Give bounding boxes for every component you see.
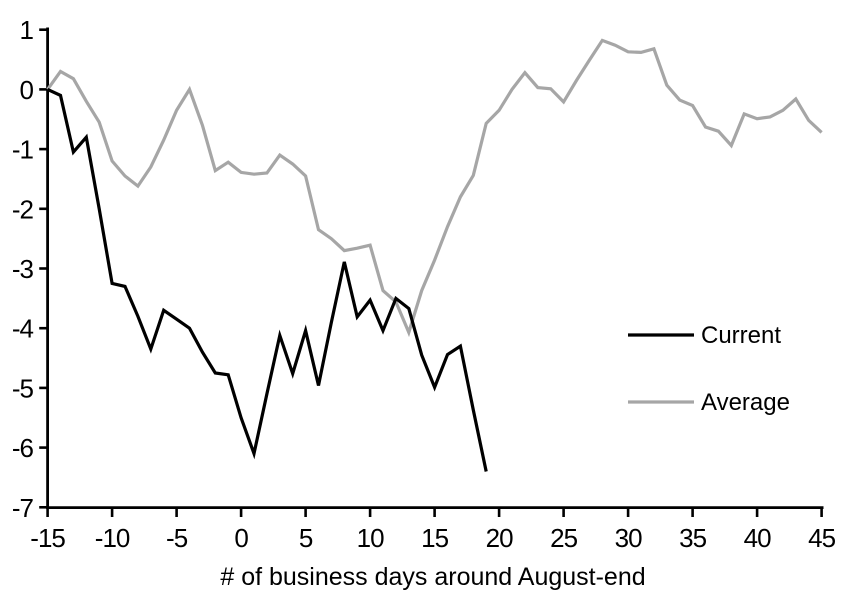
x-tick-label: -15 [30,523,65,553]
y-tick-label: -7 [12,493,34,523]
x-axis-tick-labels: -15 -10 -5 0 5 10 15 20 25 30 35 40 45 [30,523,836,553]
x-tick-label: 15 [421,523,448,553]
y-tick-label: -3 [12,254,34,284]
y-tick-label: -1 [12,135,34,165]
legend-label-average: Average [701,389,790,416]
x-axis-ticks [46,507,823,517]
legend-label-current: Current [701,322,781,349]
x-tick-label: 40 [744,523,771,553]
y-tick-label: 0 [20,75,34,105]
y-tick-label: -4 [12,314,34,344]
y-axis-ticks [39,28,48,509]
x-tick-label: 5 [299,523,313,553]
x-tick-label: 0 [234,523,248,553]
y-tick-label: -2 [12,194,34,224]
average-series-line [46,38,823,338]
x-tick-label: 35 [679,523,706,553]
x-tick-label: -10 [95,523,130,553]
x-tick-label: 20 [486,523,513,553]
y-tick-label: 1 [20,15,34,45]
y-tick-label: -5 [12,373,34,403]
y-axis-tick-labels: 1 0 -1 -2 -3 -4 -5 -6 -7 [12,15,35,523]
current-series-line [46,87,488,472]
x-tick-label: -5 [166,523,188,553]
chart-legend: Current Average [628,322,790,416]
x-tick-label: 30 [615,523,642,553]
x-tick-label: 10 [357,523,384,553]
x-tick-label: 45 [808,523,835,553]
x-axis-title: # of business days around August-end [220,563,645,591]
x-tick-label: 25 [550,523,577,553]
y-tick-label: -6 [12,433,34,463]
